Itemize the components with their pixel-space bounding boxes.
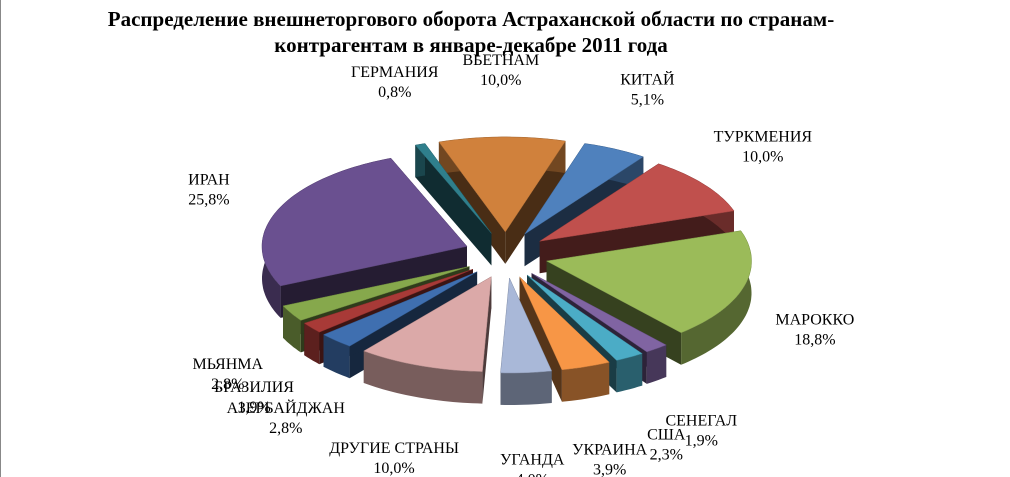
- slice: [531, 273, 667, 353]
- slice-value-label: 1,9%: [685, 433, 718, 450]
- slice: [363, 276, 492, 372]
- slice: [261, 157, 468, 287]
- slice-value-label: 10,0%: [742, 149, 783, 166]
- slice-label: ТУРКМЕНИЯ: [714, 129, 813, 146]
- slice-side: [323, 271, 478, 367]
- slice-side: [616, 353, 643, 393]
- slice: [438, 136, 566, 233]
- slice-label: КИТАЙ: [620, 70, 675, 89]
- slice-side: [646, 345, 667, 384]
- slice-value-label: 18,8%: [794, 332, 835, 349]
- slice-value-label: 4,0%: [516, 471, 549, 477]
- slice: [539, 163, 735, 242]
- slice-value-label: 10,0%: [373, 460, 414, 477]
- chart-title: Распределение внешнеторгового оборота Ас…: [107, 7, 835, 57]
- slice-side: [363, 351, 483, 404]
- slice-side: [681, 230, 752, 365]
- slice-label: ИРАН: [188, 171, 230, 188]
- slice-value-label: 5,1%: [631, 92, 664, 109]
- slice-value-label: 2,8%: [269, 420, 302, 437]
- slice-label: ВЬЕТНАМ: [462, 52, 539, 69]
- slice-value-label: 10,0%: [480, 72, 521, 89]
- slice-label: МАРОККО: [775, 312, 854, 329]
- slice-value-label: 3,9%: [593, 462, 626, 477]
- slice: [524, 143, 644, 235]
- slice-label: АЗЕРБАЙДЖАН: [227, 398, 346, 417]
- slice-label: УКРАИНА: [572, 442, 648, 459]
- slice: [303, 269, 474, 333]
- slice-label: СЕНЕГАЛ: [665, 413, 737, 430]
- slice-label: УГАНДА: [500, 451, 565, 468]
- slice-label: БРАЗИЛИЯ: [214, 379, 294, 396]
- slice: [414, 143, 492, 234]
- slice-side: [500, 371, 552, 405]
- slice-label: США: [647, 426, 686, 443]
- slice-label: ГЕРМАНИЯ: [351, 64, 439, 81]
- slice-value-label: 2,3%: [650, 446, 683, 463]
- slice-side: [505, 141, 566, 264]
- slice: [526, 274, 643, 361]
- slice: [519, 276, 610, 371]
- slice-value-label: 2,8%: [211, 376, 244, 393]
- slice-side: [561, 362, 610, 402]
- slice-value-label: 0,8%: [378, 84, 411, 101]
- slice: [545, 230, 752, 333]
- slice-value-label: 25,8%: [188, 191, 229, 208]
- slice: [282, 266, 470, 321]
- slice: [322, 271, 478, 347]
- slice-label: МЬЯНМА: [192, 356, 263, 373]
- slice: [500, 277, 553, 374]
- slice-value-label: 1,9%: [237, 399, 270, 416]
- slice-side: [304, 323, 320, 365]
- slice-label: ДРУГИЕ СТРАНЫ: [329, 440, 459, 457]
- slice-side: [323, 334, 350, 379]
